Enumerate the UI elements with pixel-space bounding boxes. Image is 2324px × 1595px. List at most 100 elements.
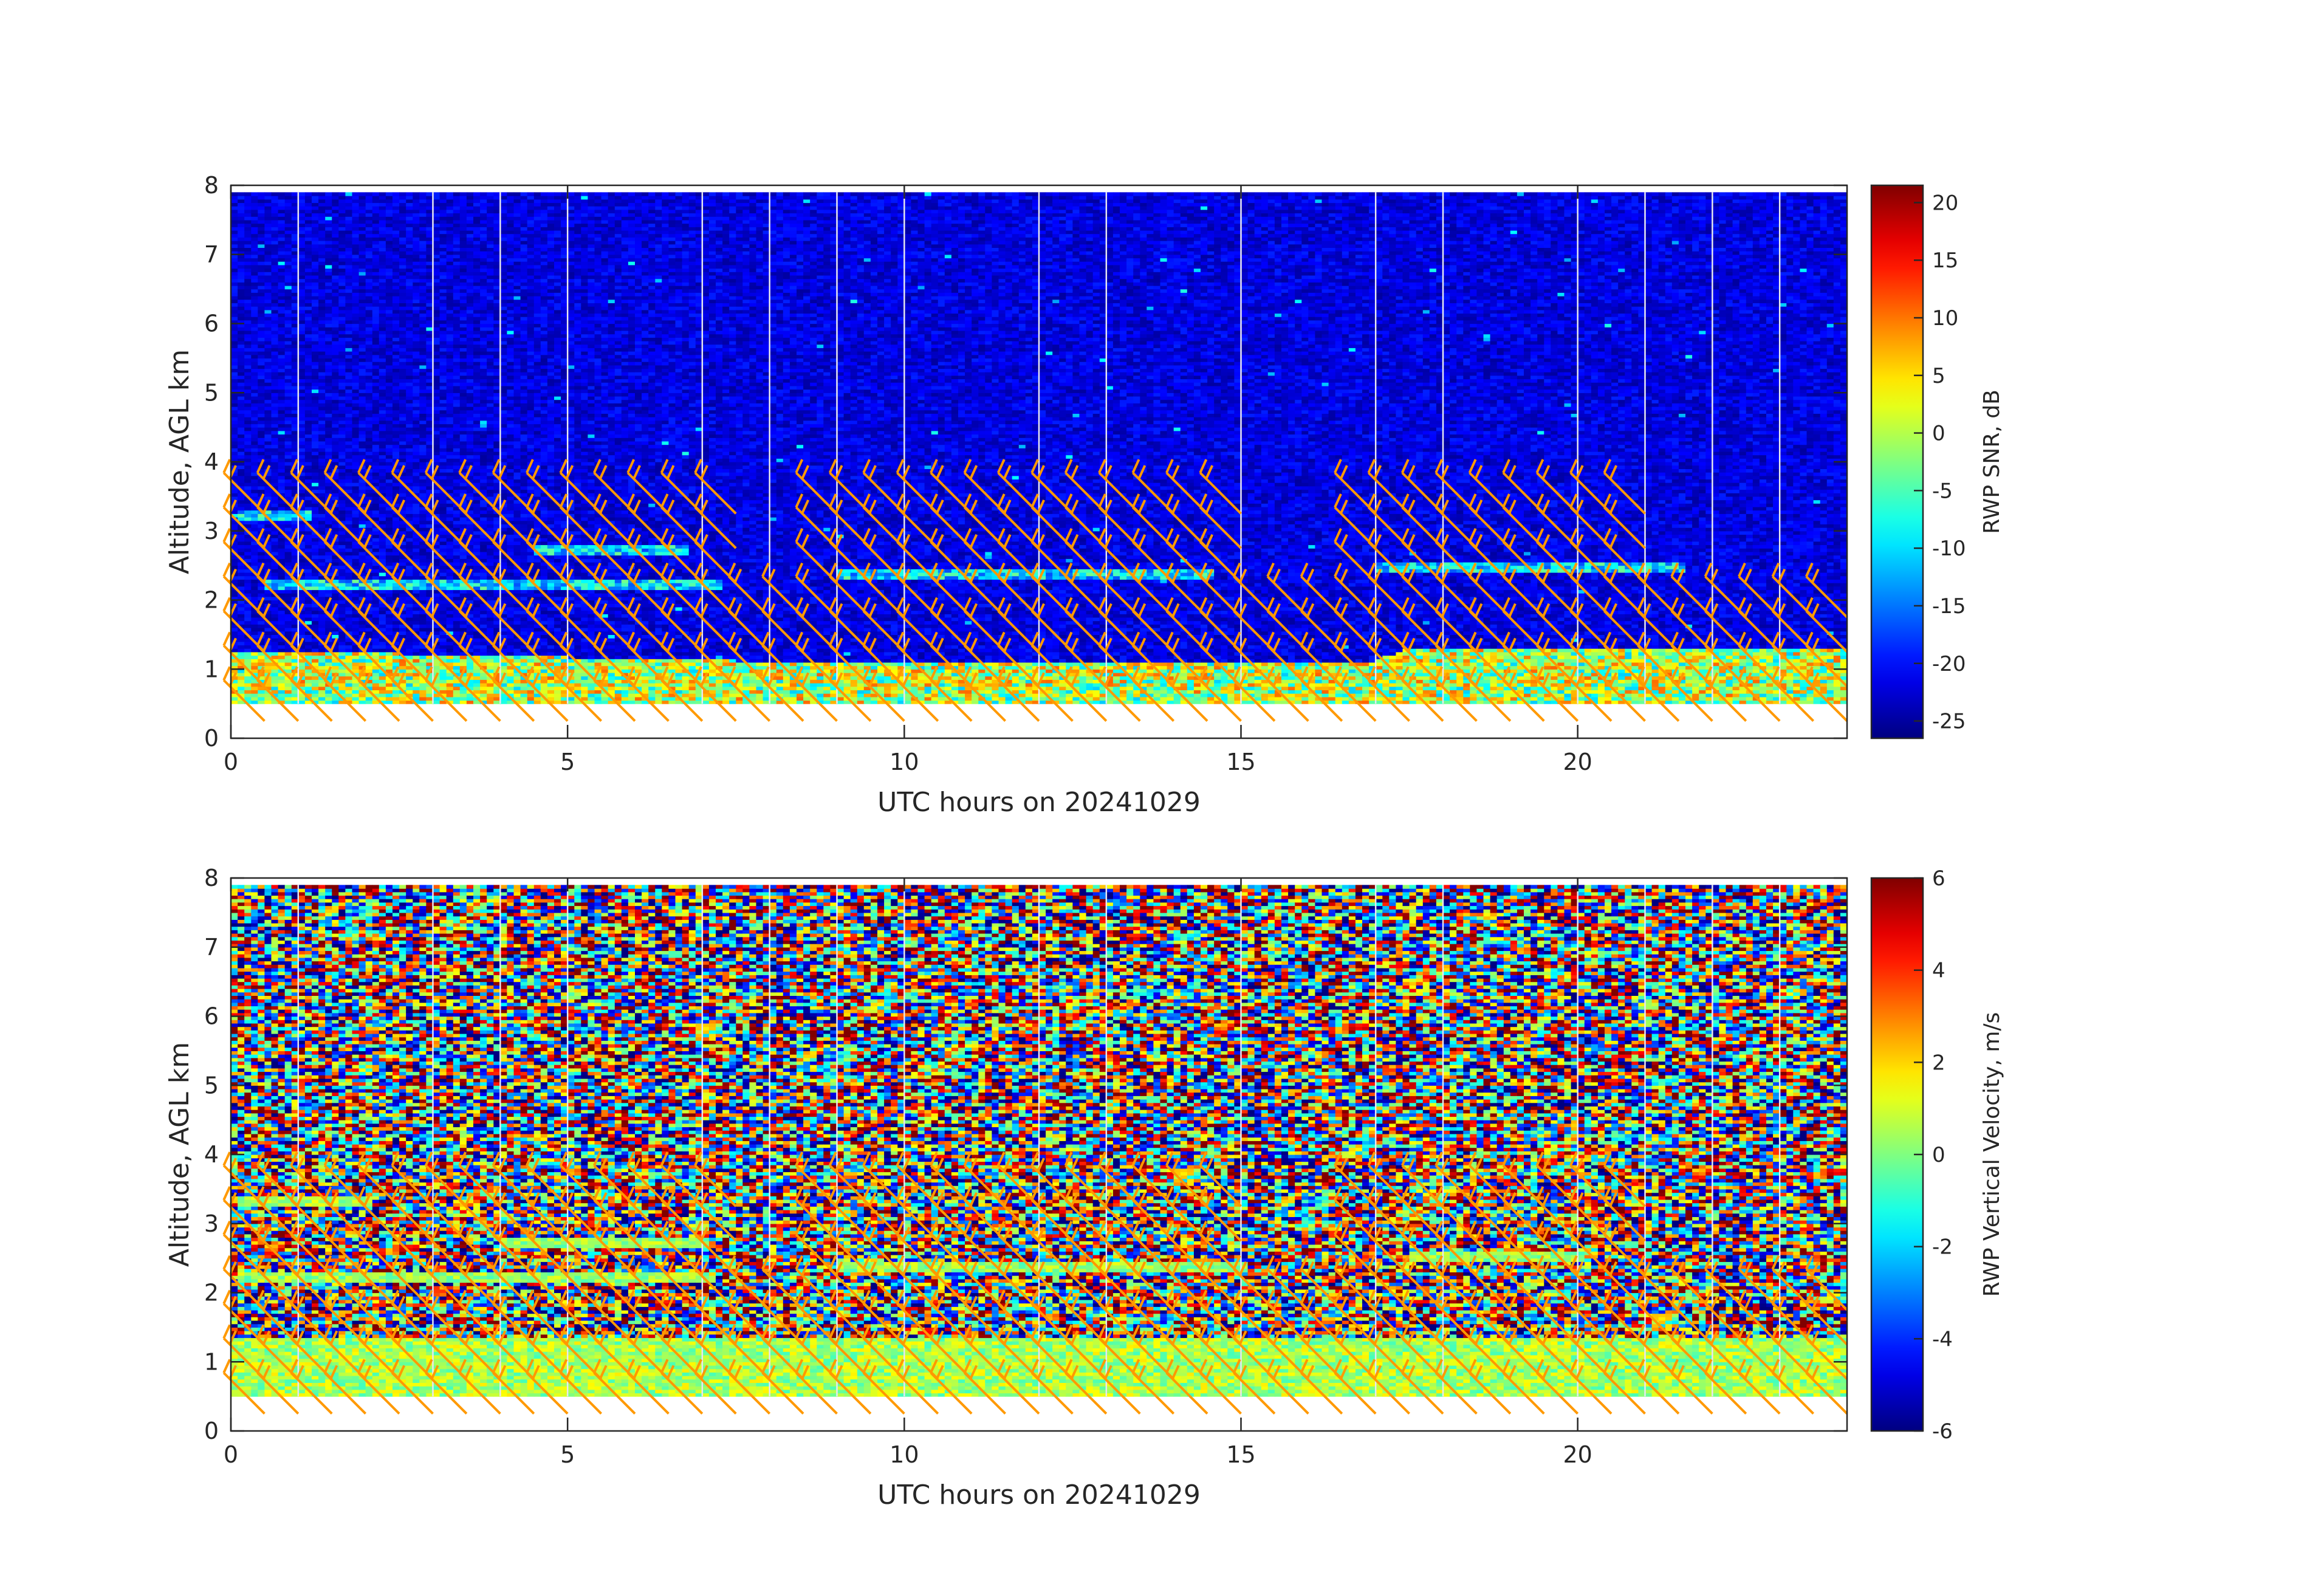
heatmap-cell — [231, 216, 238, 220]
heatmap-cell — [278, 413, 286, 417]
heatmap-cell — [258, 362, 265, 365]
heatmap-cell — [251, 320, 258, 324]
heatmap-cell — [244, 230, 252, 234]
heatmap-cell — [272, 611, 279, 614]
heatmap-cell — [305, 548, 312, 552]
heatmap-cell — [318, 482, 326, 486]
heatmap-cell — [318, 631, 326, 635]
heatmap-cell — [264, 634, 272, 638]
heatmap-cell — [238, 465, 245, 469]
heatmap-cell — [278, 261, 286, 265]
heatmap-cell — [264, 279, 272, 283]
heatmap-cell — [244, 614, 252, 617]
heatmap-cell — [258, 424, 265, 427]
heatmap-cell — [312, 313, 319, 317]
heatmap-cell — [312, 317, 319, 320]
heatmap-cell — [244, 545, 252, 549]
heatmap-cell — [318, 272, 326, 275]
heatmap-cell — [325, 417, 332, 420]
heatmap-cell — [312, 683, 319, 687]
heatmap-cell — [325, 362, 332, 365]
heatmap-cell — [305, 410, 312, 414]
heatmap-cell — [305, 413, 312, 417]
heatmap-cell — [278, 486, 286, 490]
heatmap-cell — [231, 213, 238, 217]
heatmap-cell — [285, 230, 292, 234]
heatmap-cell — [251, 327, 258, 331]
heatmap-cell — [231, 224, 238, 227]
heatmap-cell — [264, 331, 272, 334]
heatmap-cell — [244, 503, 252, 507]
heatmap-cell — [305, 417, 312, 420]
heatmap-cell — [272, 413, 279, 417]
heatmap-cell — [272, 289, 279, 293]
heatmap-cell — [238, 234, 245, 238]
heatmap-cell — [264, 406, 272, 410]
heatmap-cell — [244, 341, 252, 345]
heatmap-cell — [298, 441, 306, 445]
heatmap-cell — [312, 286, 319, 289]
heatmap-cell — [244, 541, 252, 545]
heatmap-cell — [272, 303, 279, 306]
heatmap-cell — [318, 700, 326, 704]
heatmap-cell — [285, 524, 292, 527]
heatmap-cell — [272, 244, 279, 248]
heatmap-cell — [238, 434, 245, 438]
heatmap-cell — [285, 427, 292, 431]
heatmap-cell — [312, 624, 319, 628]
heatmap-cell — [332, 462, 339, 465]
heatmap-cell — [258, 693, 265, 697]
heatmap-cell — [312, 261, 319, 265]
heatmap-cell — [325, 427, 332, 431]
heatmap-cell — [325, 296, 332, 300]
heatmap-cell — [278, 206, 286, 210]
heatmap-cell — [278, 472, 286, 476]
heatmap-cell — [231, 279, 238, 283]
heatmap-cell — [325, 517, 332, 521]
heatmap-cell — [231, 337, 238, 341]
heatmap-cell — [318, 300, 326, 303]
heatmap-cell — [325, 376, 332, 379]
heatmap-cell — [238, 417, 245, 420]
heatmap-cell — [272, 607, 279, 611]
heatmap-cell — [264, 320, 272, 324]
heatmap-cell — [285, 296, 292, 300]
heatmap-cell — [305, 296, 312, 300]
heatmap-cell — [264, 337, 272, 341]
heatmap-cell — [305, 572, 312, 576]
heatmap-cell — [285, 199, 292, 203]
heatmap-cell — [251, 517, 258, 521]
heatmap-cell — [272, 603, 279, 607]
heatmap-cell — [238, 541, 245, 545]
heatmap-cell — [251, 310, 258, 314]
heatmap-cell — [285, 289, 292, 293]
heatmap-cell — [244, 607, 252, 611]
heatmap-cell — [318, 241, 326, 244]
heatmap-cell — [238, 437, 245, 441]
heatmap-cell — [272, 462, 279, 465]
heatmap-cell — [258, 700, 265, 704]
heatmap-cell — [312, 486, 319, 490]
heatmap-cell — [318, 279, 326, 283]
heatmap-cell — [305, 476, 312, 479]
heatmap-cell — [231, 365, 238, 369]
heatmap-cell — [251, 687, 258, 690]
heatmap-cell — [312, 199, 319, 203]
heatmap-cell — [278, 216, 286, 220]
heatmap-cell — [298, 196, 306, 199]
heatmap-cell — [264, 255, 272, 258]
heatmap-cell — [285, 210, 292, 213]
heatmap-cell — [231, 372, 238, 376]
heatmap-cell — [251, 479, 258, 482]
heatmap-cell — [325, 317, 332, 320]
heatmap-cell — [258, 310, 265, 314]
heatmap-cell — [325, 437, 332, 441]
heatmap-cell — [272, 372, 279, 376]
heatmap-cell — [272, 341, 279, 345]
heatmap-cell — [312, 279, 319, 283]
heatmap-cell — [258, 358, 265, 362]
heatmap-cell — [244, 244, 252, 248]
heatmap-cell — [312, 265, 319, 269]
heatmap-cell — [325, 693, 332, 697]
heatmap-cell — [332, 558, 339, 562]
